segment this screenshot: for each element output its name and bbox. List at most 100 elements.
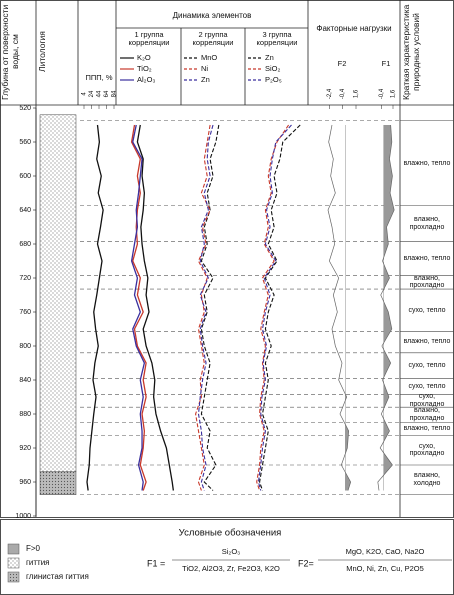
y-tick-label: 720 bbox=[19, 275, 31, 282]
zone-label: сухо, тепло bbox=[408, 361, 446, 369]
elements-title: Динамика элементов bbox=[172, 12, 252, 20]
y-tick-label: 520 bbox=[19, 105, 31, 112]
y-tick-label: 920 bbox=[19, 445, 31, 452]
legend-label: Ni bbox=[201, 64, 208, 73]
legend-label: TiO₂ bbox=[137, 64, 152, 73]
zone-label: влажно, тепло bbox=[403, 425, 451, 433]
legend-label: F>0 bbox=[26, 544, 41, 553]
zone-label: влажно, холодно bbox=[413, 472, 441, 487]
series-line bbox=[200, 124, 220, 491]
legend-label: гиттия bbox=[26, 558, 50, 567]
panel-title: 3 группа корреляции bbox=[256, 31, 298, 47]
y-tick-label: 800 bbox=[19, 343, 31, 350]
legend-label: SiO₂ bbox=[265, 64, 281, 73]
series-line bbox=[257, 124, 292, 491]
formula-denominator: MnO, Ni, Zn, Cu, P2O5 bbox=[346, 564, 424, 573]
panel-title: F2 bbox=[337, 60, 347, 68]
series-line bbox=[259, 124, 301, 491]
zone-label-box: влажно, прохладно bbox=[409, 407, 445, 422]
factors-title: Факторные нагрузки bbox=[316, 25, 392, 33]
zone-label: сухо, прохладно bbox=[409, 394, 445, 408]
zone-label-box: влажно, холодно bbox=[413, 472, 441, 487]
panel-title-box: 1 группа корреляции bbox=[128, 31, 170, 47]
zone-label: влажно, тепло bbox=[403, 338, 451, 346]
legend-label: Zn bbox=[265, 53, 274, 62]
panel-title-box: F2 bbox=[337, 60, 347, 68]
zone-label: влажно, прохладно bbox=[409, 275, 445, 290]
y-tick-label: 640 bbox=[19, 207, 31, 214]
zone-label: влажно, прохладно bbox=[409, 407, 445, 422]
series-line bbox=[136, 124, 175, 491]
lithology-layer bbox=[39, 471, 77, 495]
panel-title-box: ППП, % bbox=[85, 74, 113, 82]
zone-label-box: влажно, тепло bbox=[403, 425, 451, 433]
zone-label: сухо, тепло bbox=[408, 382, 446, 390]
y-tick-label: 880 bbox=[19, 411, 31, 418]
factors-title-box: Факторные нагрузки bbox=[316, 25, 392, 33]
zone-label-box: сухо, тепло bbox=[408, 382, 446, 390]
zone-label-box: сухо, тепло bbox=[408, 306, 446, 314]
y-tick-label: 600 bbox=[19, 173, 31, 180]
x-tick-label: -0,4 bbox=[340, 88, 346, 99]
legend-label: MnO bbox=[201, 53, 217, 62]
x-tick-label: -0,4 bbox=[379, 88, 385, 99]
zone-label-box: сухо, прохладно bbox=[409, 394, 445, 408]
legend-label: глинистая гиттия bbox=[26, 572, 89, 581]
zone-label-box: сухо, тепло bbox=[408, 361, 446, 369]
panel-title: ППП, % bbox=[85, 74, 113, 82]
series-line bbox=[130, 124, 146, 491]
panel-title: 1 группа корреляции bbox=[128, 31, 170, 47]
zone-label: влажно, тепло bbox=[403, 254, 451, 262]
formula-numerator: Si₂O₃ bbox=[222, 547, 240, 556]
legend-label: Al₂O₃ bbox=[137, 75, 155, 84]
legend-swatch bbox=[7, 571, 20, 583]
x-tick-label: -2,4 bbox=[327, 88, 333, 99]
zone-label-box: влажно, прохладно bbox=[409, 275, 445, 290]
zone-label: сухо, тепло bbox=[408, 306, 446, 314]
y-axis-title-box: Глубина от поверхности воды, см bbox=[0, 4, 20, 100]
zone-label-box: влажно, тепло bbox=[403, 338, 451, 346]
legend-swatch bbox=[7, 557, 20, 569]
elements-title-box: Динамика элементов bbox=[172, 12, 252, 20]
series-line bbox=[327, 124, 352, 491]
panel-title-box: F1 bbox=[381, 60, 391, 68]
legend-label: K₂O bbox=[137, 53, 151, 62]
panel-title-box: 2 группа корреляции bbox=[193, 31, 234, 47]
zone-label-box: влажно, тепло bbox=[403, 254, 451, 262]
series-line bbox=[86, 124, 104, 491]
x-tick-label: 64 bbox=[104, 90, 110, 97]
legend-title: Условные обозначения bbox=[179, 528, 282, 539]
panel-title: F1 bbox=[381, 60, 391, 68]
y-tick-label: 760 bbox=[19, 309, 31, 316]
zones-title: Краткая характеристика природных условий bbox=[401, 4, 421, 100]
zone-label-box: сухо, прохладно bbox=[409, 442, 445, 458]
y-tick-label: 840 bbox=[19, 377, 31, 384]
x-tick-label: 84 bbox=[112, 90, 118, 97]
legend-label: Zn bbox=[201, 75, 210, 84]
zone-label: сухо, прохладно bbox=[409, 442, 445, 458]
formula-name: F1 = bbox=[147, 558, 165, 568]
zone-label-box: влажно, прохладно bbox=[409, 216, 445, 231]
formula-name: F2= bbox=[298, 558, 314, 568]
zones-title-box: Краткая характеристика природных условий bbox=[401, 4, 421, 100]
formula-denominator: TiO2, Al2O3, Zr, Fe2O3, K2O bbox=[182, 564, 280, 573]
series-line bbox=[256, 124, 290, 491]
x-tick-label: 24 bbox=[89, 90, 95, 97]
x-tick-label: 4 bbox=[82, 92, 88, 96]
series-line bbox=[195, 124, 211, 491]
lithology-title-box: Литология bbox=[37, 32, 47, 73]
legend-label: P₂O₅ bbox=[265, 75, 282, 84]
y-tick-label: 960 bbox=[19, 479, 31, 486]
y-axis-title: Глубина от поверхности воды, см bbox=[0, 4, 20, 100]
x-tick-label: 1,6 bbox=[391, 89, 397, 98]
x-tick-label: 44 bbox=[97, 90, 103, 97]
panel-title-box: 3 группа корреляции bbox=[256, 31, 298, 47]
zone-label: влажно, прохладно bbox=[409, 216, 445, 231]
formula-numerator: MgO, K2O, CaO, Na2O bbox=[346, 547, 425, 556]
y-tick-label: 680 bbox=[19, 241, 31, 248]
series-line bbox=[197, 124, 214, 491]
lithology-layer bbox=[39, 114, 77, 473]
zone-label: влажно, тепло bbox=[403, 159, 451, 167]
zone-label-box: влажно, тепло bbox=[403, 159, 451, 167]
